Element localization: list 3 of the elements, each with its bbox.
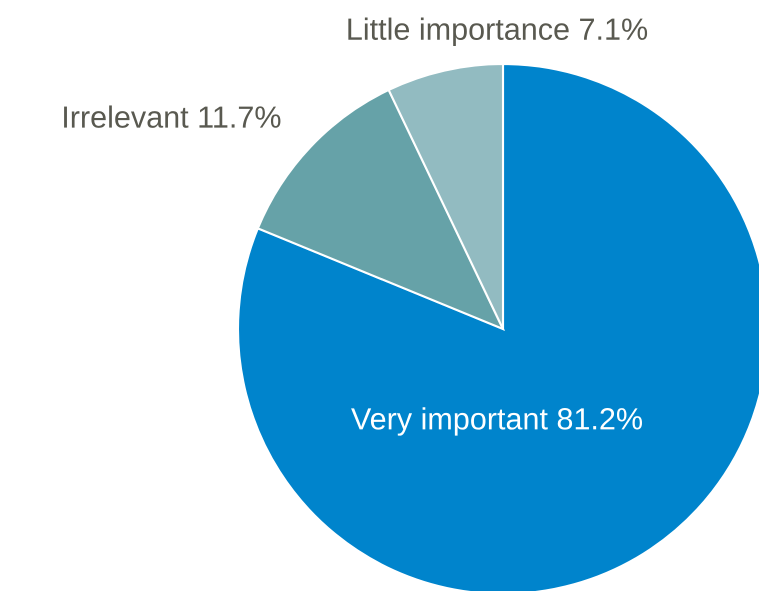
slice-label: Very important 81.2% — [351, 407, 642, 436]
slice-label: Irrelevant 11.7% — [64, 105, 280, 128]
slice-label: Little importance 7.1% — [348, 18, 648, 46]
